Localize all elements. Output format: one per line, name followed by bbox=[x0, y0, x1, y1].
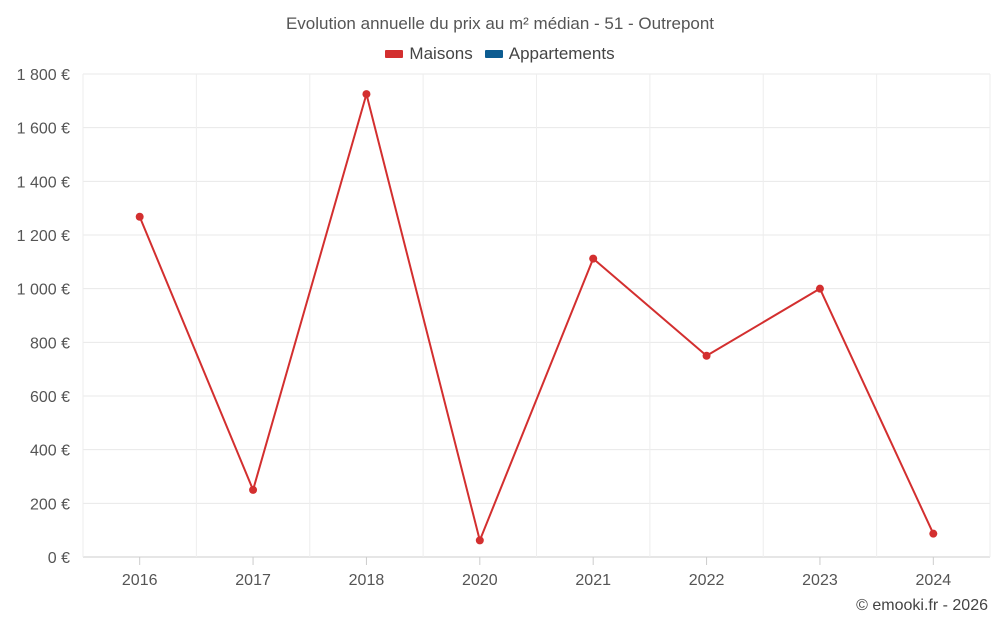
y-tick-label: 1 400 € bbox=[17, 174, 70, 191]
legend: Maisons Appartements bbox=[0, 44, 1000, 64]
x-tick-label: 2020 bbox=[462, 572, 498, 589]
data-point bbox=[475, 536, 484, 545]
x-tick-label: 2022 bbox=[689, 572, 725, 589]
legend-swatch-appartements bbox=[484, 50, 503, 58]
x-tick-label: 2023 bbox=[802, 572, 838, 589]
x-tick-label: 2016 bbox=[122, 572, 158, 589]
y-tick-label: 1 800 € bbox=[17, 67, 70, 84]
data-point bbox=[702, 351, 711, 360]
y-tick-label: 600 € bbox=[30, 389, 70, 406]
data-point bbox=[249, 485, 258, 494]
y-tick-label: 1 200 € bbox=[17, 228, 70, 245]
legend-item-maisons[interactable]: Maisons bbox=[385, 44, 473, 64]
x-tick-label: 2024 bbox=[916, 572, 952, 589]
y-tick-label: 200 € bbox=[30, 496, 70, 513]
x-tick-label: 2021 bbox=[575, 572, 611, 589]
legend-swatch-maisons bbox=[385, 50, 404, 58]
y-tick-label: 400 € bbox=[30, 443, 70, 460]
x-tick-label: 2017 bbox=[235, 572, 271, 589]
y-tick-label: 0 € bbox=[48, 550, 70, 567]
data-point bbox=[362, 90, 371, 99]
data-point bbox=[929, 529, 938, 538]
legend-item-appartements[interactable]: Appartements bbox=[484, 44, 615, 64]
x-tick-label: 2018 bbox=[349, 572, 385, 589]
data-point bbox=[815, 284, 824, 293]
y-tick-label: 1 600 € bbox=[17, 121, 70, 138]
legend-label-appartements: Appartements bbox=[508, 44, 615, 63]
y-tick-label: 800 € bbox=[30, 335, 70, 352]
y-tick-label: 1 000 € bbox=[17, 282, 70, 299]
credit-text: © emooki.fr - 2026 bbox=[856, 597, 988, 614]
series-line-0 bbox=[138, 93, 935, 542]
data-point bbox=[135, 212, 144, 221]
legend-label-maisons: Maisons bbox=[409, 44, 473, 63]
data-point bbox=[589, 254, 598, 263]
chart-title: Evolution annuelle du prix au m² médian … bbox=[285, 14, 715, 33]
